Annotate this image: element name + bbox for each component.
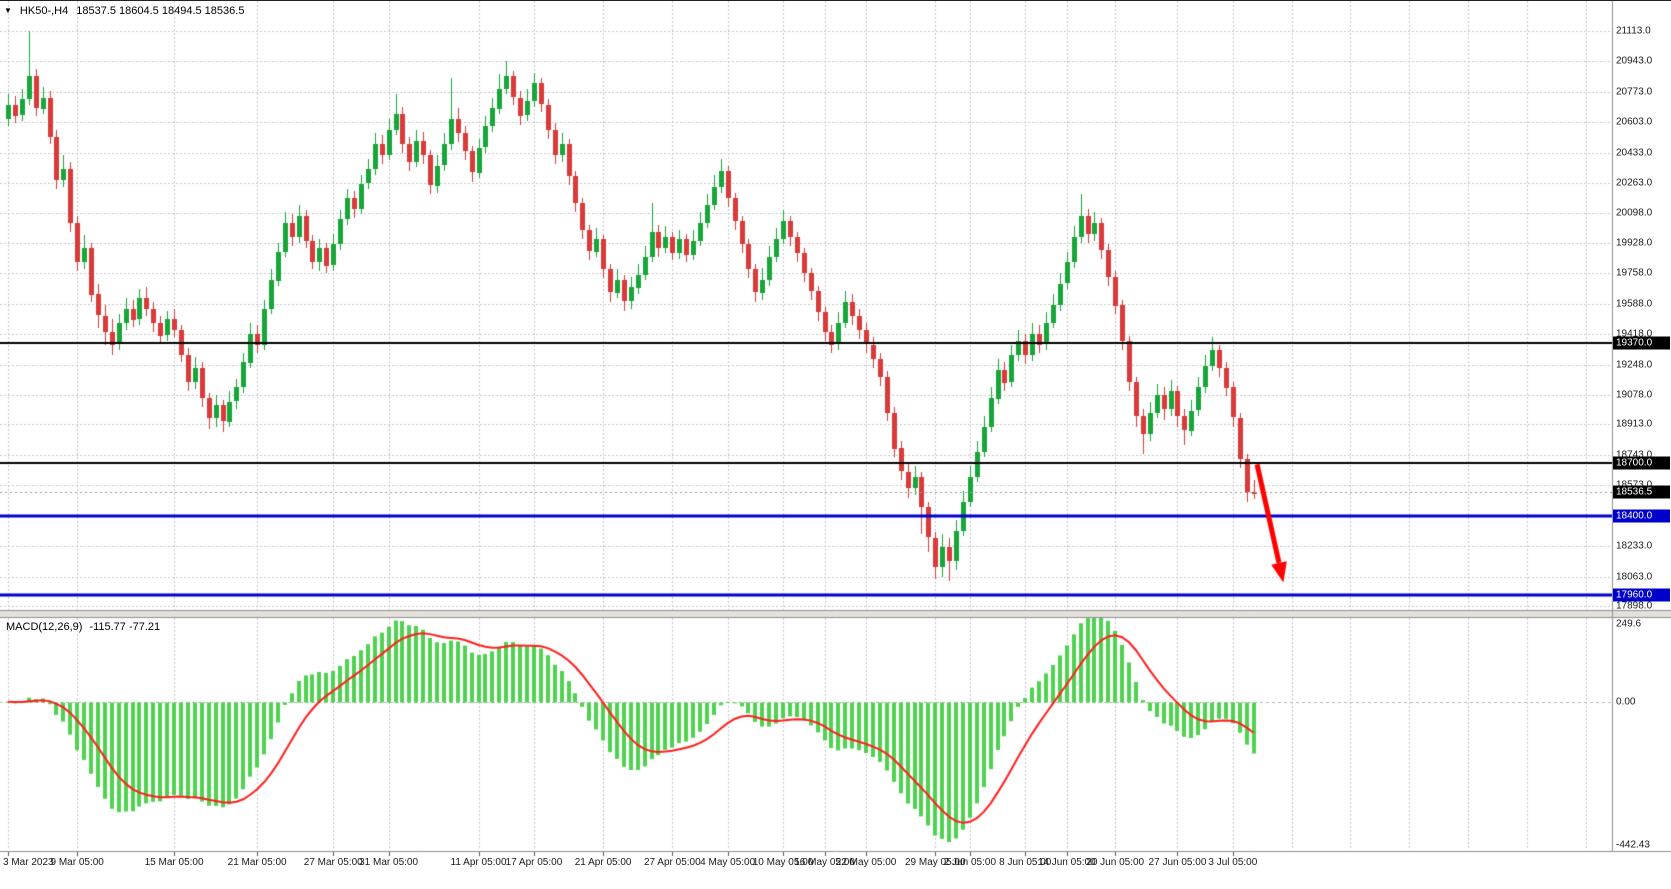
quote-ohlc-values: 18537.5 18604.5 18494.5 18536.5 <box>76 5 245 17</box>
macd-name: MACD(12,26,9) <box>6 621 83 633</box>
macd-current-values: -115.77 -77.21 <box>89 621 161 633</box>
symbol-quote-bar: ▼ HK50-,H4 18537.5 18604.5 18494.5 18536… <box>4 5 244 17</box>
symbol-dropdown-icon[interactable]: ▼ <box>4 6 12 15</box>
macd-panel[interactable] <box>0 618 1612 850</box>
main-chart-area[interactable] <box>0 1 1612 610</box>
macd-indicator-label: MACD(12,26,9) -115.77 -77.21 <box>6 621 160 633</box>
symbol-timeframe-label: HK50-,H4 <box>19 5 69 17</box>
